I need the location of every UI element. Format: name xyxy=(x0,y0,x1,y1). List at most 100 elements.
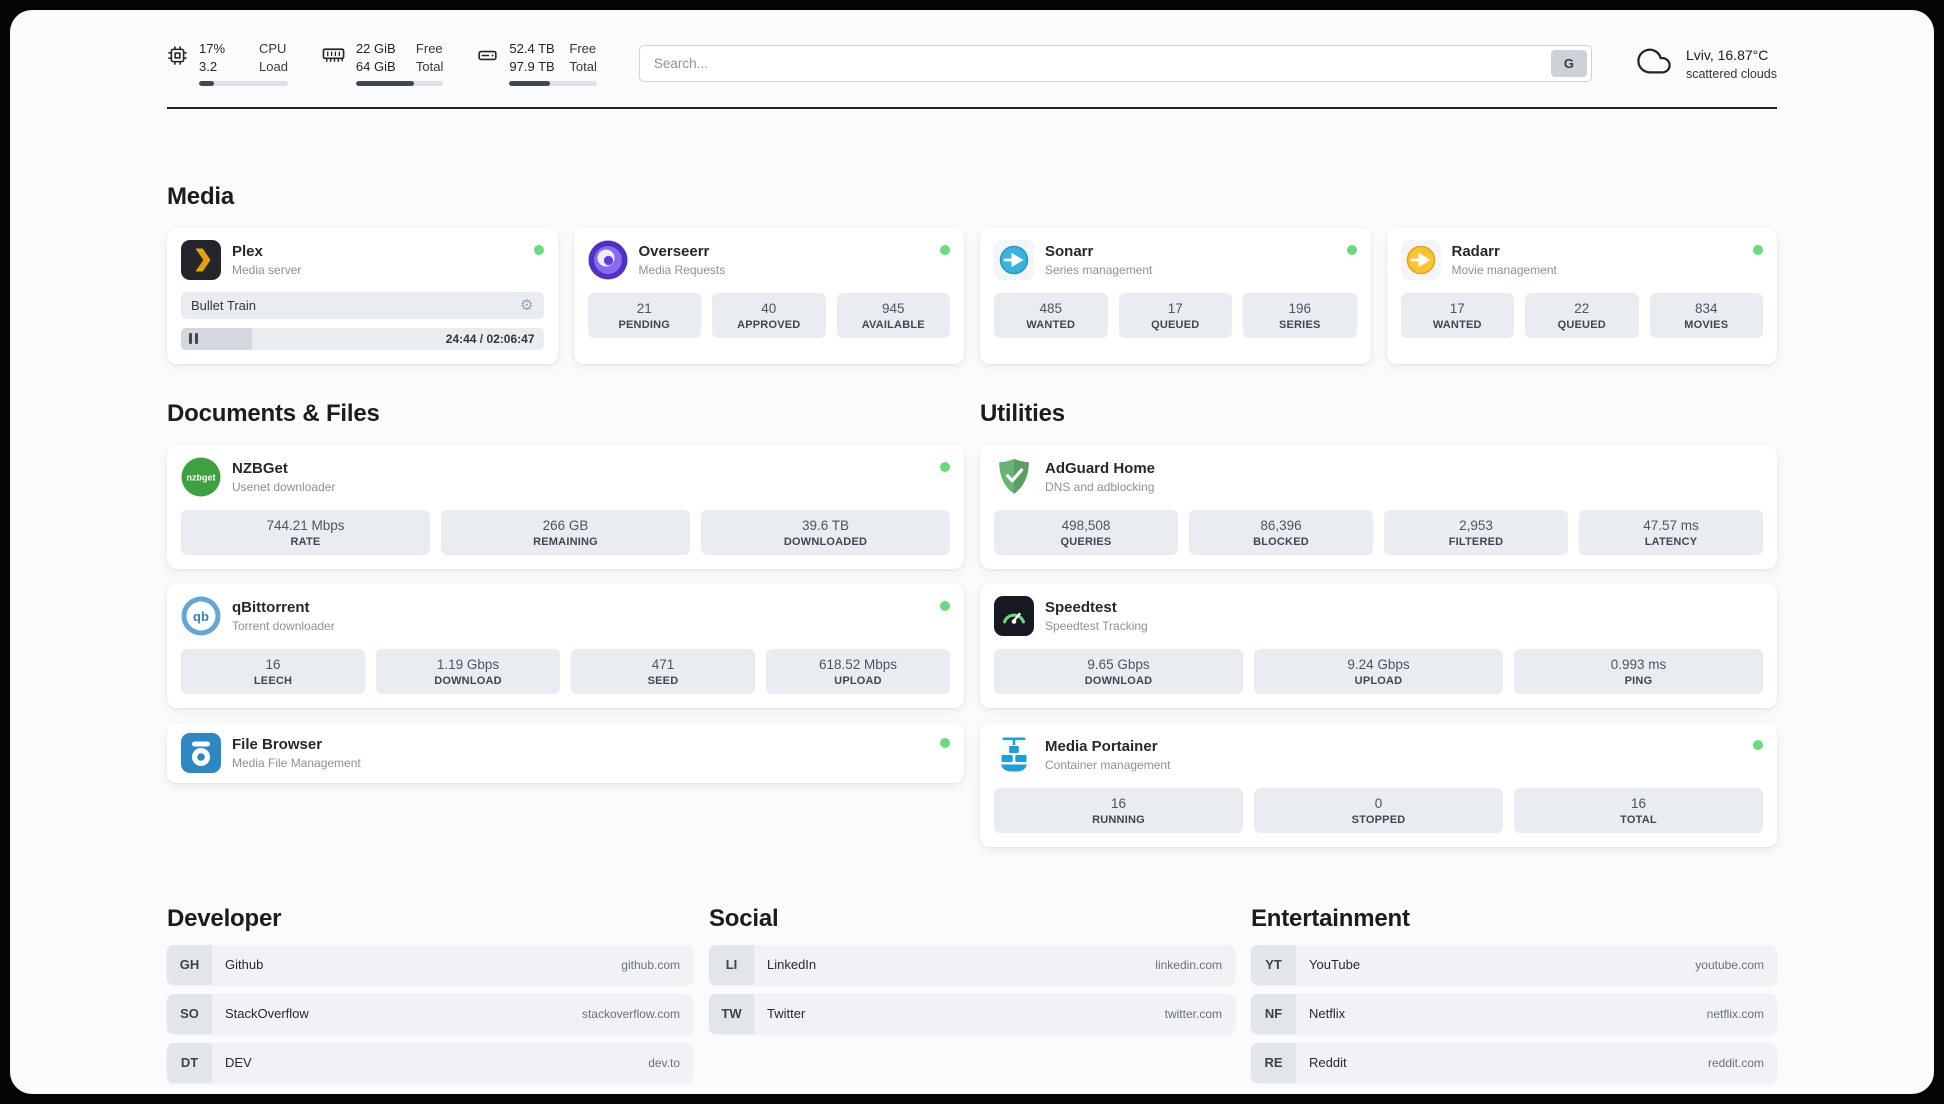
app-title: Speedtest xyxy=(1045,598,1117,616)
bookmark-url: dev.to xyxy=(648,1055,680,1070)
stat-box: 266 GB REMAINING xyxy=(441,509,690,555)
stats-row: 485 WANTED 17 QUEUED 196 SERIES xyxy=(994,292,1357,338)
stat-box: 1.19 Gbps DOWNLOAD xyxy=(376,648,560,694)
app-subtitle: Media File Management xyxy=(232,755,361,770)
ram-metric: 22 GiB 64 GiB Free Total xyxy=(322,41,444,86)
stat-value: 40 xyxy=(761,300,777,316)
stat-box: 834 MOVIES xyxy=(1649,292,1763,338)
gear-icon[interactable]: ⚙ xyxy=(520,296,534,314)
bookmark-netflix[interactable]: NF Netflix netflix.com xyxy=(1251,993,1777,1034)
search-input[interactable] xyxy=(638,45,1592,83)
stat-box: 17 QUEUED xyxy=(1118,292,1232,338)
status-dot xyxy=(1346,244,1357,255)
nzbget-icon-text: nzbget xyxy=(187,472,216,482)
app-card-filebrowser[interactable]: File Browser Media File Management xyxy=(167,722,964,783)
app-card-nzbget[interactable]: nzbget NZBGet Usenet downloader 744.21 M… xyxy=(167,444,964,569)
stat-box: 0 STOPPED xyxy=(1254,787,1503,833)
bookmark-twitter[interactable]: TW Twitter twitter.com xyxy=(709,993,1235,1034)
weather-location: Lviv, 16.87°C xyxy=(1685,46,1769,63)
bookmark-dev[interactable]: DT DEV dev.to xyxy=(167,1042,693,1083)
stat-value: 17 xyxy=(1167,300,1183,316)
app-subtitle: Torrent downloader xyxy=(232,618,335,633)
stat-box: 86,396 BLOCKED xyxy=(1189,509,1373,555)
app-title: Overseerr xyxy=(638,242,710,260)
stat-label: APPROVED xyxy=(737,318,801,331)
bookmark-abbr: TW xyxy=(709,993,754,1034)
stat-box: 40 APPROVED xyxy=(712,292,826,338)
stat-box: 16 LEECH xyxy=(181,648,365,694)
disk-progress-fill xyxy=(509,80,550,86)
ram-progress-fill xyxy=(355,80,414,86)
stat-box: 9.65 Gbps DOWNLOAD xyxy=(994,648,1243,694)
bookmark-url: stackoverflow.com xyxy=(581,1006,680,1021)
app-card-adguard[interactable]: AdGuard Home DNS and adblocking 498,508 Q… xyxy=(980,444,1777,569)
plex-icon xyxy=(181,239,221,280)
stat-label: QUEUED xyxy=(1151,318,1200,331)
player-bar: 24:44 / 02:06:47 xyxy=(181,327,544,350)
stats-row: 21 PENDING 40 APPROVED 945 AVAILABLE xyxy=(587,292,950,338)
section-heading-social: Social xyxy=(709,904,779,932)
status-dot xyxy=(940,600,950,611)
weather-widget[interactable]: Lviv, 16.87°C scattered clouds xyxy=(1634,44,1777,83)
bookmark-url: reddit.com xyxy=(1707,1055,1764,1070)
ram-metric-body: 22 GiB 64 GiB Free Total xyxy=(355,41,444,86)
app-card-overseerr[interactable]: Overseerr Media Requests 21 PENDING 40 APPR… xyxy=(573,227,964,364)
stat-value: 1.19 Gbps xyxy=(436,656,500,672)
bookmark-name: DEV xyxy=(225,1055,252,1071)
bookmark-name: Github xyxy=(225,957,264,973)
app-card-qbittorrent[interactable]: qb qBittorrent Torrent downloader 16 LEEC… xyxy=(167,583,964,708)
bookmark-github[interactable]: GH Github github.com xyxy=(167,944,693,985)
status-dot xyxy=(1753,244,1763,255)
stat-box: 618.52 Mbps UPLOAD xyxy=(766,648,950,694)
adguard-icon xyxy=(994,457,1034,497)
bookmark-name: YouTube xyxy=(1309,957,1361,973)
stat-label: QUEUED xyxy=(1557,318,1606,331)
bookmark-name: Netflix xyxy=(1309,1006,1346,1022)
app-card-plex[interactable]: Plex Media server Bullet Train ⚙ 24:44 /… xyxy=(167,227,558,364)
nzbget-icon: nzbget xyxy=(181,457,221,497)
stat-box: 945 AVAILABLE xyxy=(836,292,950,338)
bookmark-stackoverflow[interactable]: SO StackOverflow stackoverflow.com xyxy=(167,993,693,1034)
stat-box: 21 PENDING xyxy=(587,292,701,338)
stat-label: DOWNLOADED xyxy=(783,535,868,548)
stat-value: 618.52 Mbps xyxy=(818,656,898,672)
bookmark-name: LinkedIn xyxy=(767,957,817,973)
app-card-speedtest[interactable]: Speedtest Speedtest Tracking 9.65 Gbps DO… xyxy=(980,583,1777,708)
bookmark-abbr: RE xyxy=(1251,1042,1296,1083)
ram-icon xyxy=(322,45,345,86)
disk-label-top: Free xyxy=(569,41,597,56)
stat-value: 0 xyxy=(1374,795,1383,811)
stats-row: 17 WANTED 22 QUEUED 834 MOVIES xyxy=(1400,292,1763,338)
disk-metric: 52.4 TB 97.9 TB Free Total xyxy=(477,41,597,86)
bookmark-linkedin[interactable]: LI LinkedIn linkedin.com xyxy=(709,944,1235,985)
bookmarks-social: Social LI LinkedIn linkedin.com TW Twitter tw… xyxy=(709,905,1235,1034)
bookmark-list-entertainment: YT YouTube youtube.com NF Netflix netflix.com… xyxy=(1251,944,1777,1083)
weather-text: Lviv, 16.87°C scattered clouds xyxy=(1686,47,1777,81)
app-card-radarr[interactable]: Radarr Movie management 17 WANTED 22 QUEUED… xyxy=(1386,227,1777,364)
bookmark-youtube[interactable]: YT YouTube youtube.com xyxy=(1251,944,1777,985)
stat-label: STOPPED xyxy=(1351,813,1406,826)
stat-label: DOWNLOAD xyxy=(434,674,502,687)
cloud-icon xyxy=(1634,44,1674,83)
stat-label: PING xyxy=(1624,674,1653,687)
stat-value: 834 xyxy=(1694,300,1718,316)
pause-icon[interactable] xyxy=(189,333,198,345)
stat-box: 196 SERIES xyxy=(1243,292,1357,338)
app-card-portainer[interactable]: Media Portainer Container management 16 R… xyxy=(980,722,1777,847)
stats-row: 9.65 Gbps DOWNLOAD 9.24 Gbps UPLOAD 0.993 ms… xyxy=(994,648,1763,694)
disk-total: 97.9 TB xyxy=(509,58,555,74)
stat-box: 485 WANTED xyxy=(994,292,1108,338)
stat-label: FILTERED xyxy=(1448,535,1504,548)
cpu-metric: 17% 3.2 CPU Load xyxy=(167,41,288,86)
bookmark-abbr: DT xyxy=(167,1042,212,1083)
stat-value: 471 xyxy=(651,656,675,672)
stat-value: 16 xyxy=(1630,795,1647,811)
portainer-icon xyxy=(994,735,1034,775)
status-dot xyxy=(1753,739,1763,750)
cpu-percent: 17% xyxy=(199,41,226,56)
stat-value: 266 GB xyxy=(542,517,589,533)
bookmark-reddit[interactable]: RE Reddit reddit.com xyxy=(1251,1042,1777,1083)
search-engine-button[interactable]: G xyxy=(1550,50,1587,78)
app-card-sonarr[interactable]: Sonarr Series management 485 WANTED 17 QUEU… xyxy=(980,227,1371,364)
weather-condition: scattered clouds xyxy=(1685,66,1777,81)
